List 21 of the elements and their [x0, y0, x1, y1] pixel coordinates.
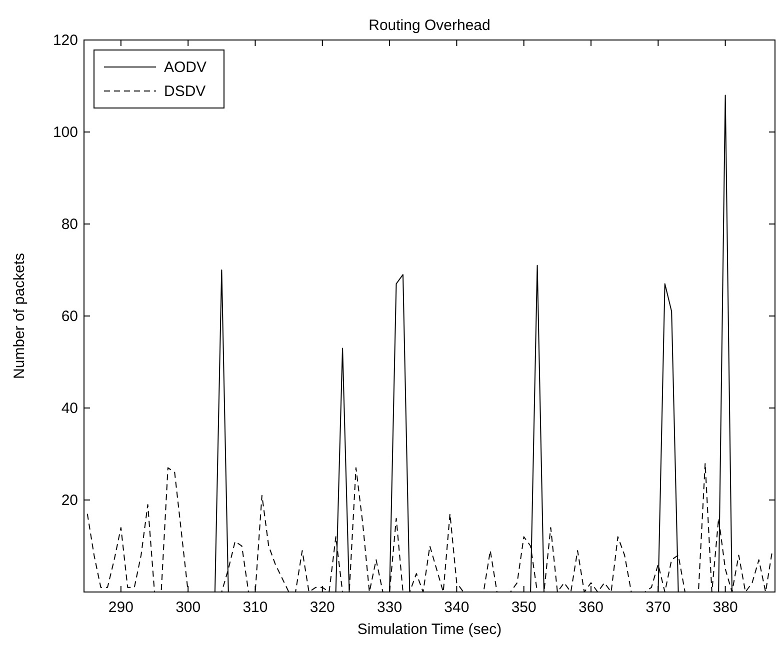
- y-tick-label: 100: [52, 124, 78, 141]
- y-axis-title: Number of packets: [11, 253, 28, 379]
- x-tick-label: 320: [310, 599, 335, 616]
- x-tick-label: 380: [712, 599, 738, 616]
- x-tick-label: 370: [646, 599, 671, 616]
- x-tick-label: 350: [511, 599, 536, 616]
- x-axis-title: Simulation Time (sec): [357, 621, 502, 638]
- y-tick-label: 80: [61, 216, 78, 233]
- legend-label: DSDV: [164, 83, 206, 100]
- x-tick-label: 290: [108, 599, 134, 616]
- y-tick-label: 20: [61, 492, 78, 509]
- legend-label: AODV: [164, 59, 207, 76]
- x-tick-label: 300: [176, 599, 201, 616]
- x-tick-label: 310: [242, 599, 268, 616]
- y-tick-label: 60: [61, 308, 78, 325]
- x-tick-label: 360: [578, 599, 604, 616]
- chart-title: Routing Overhead: [368, 17, 490, 34]
- x-tick-label: 330: [377, 599, 402, 616]
- y-tick-label: 120: [52, 32, 78, 49]
- y-tick-label: 40: [61, 400, 78, 417]
- x-tick-label: 340: [444, 599, 470, 616]
